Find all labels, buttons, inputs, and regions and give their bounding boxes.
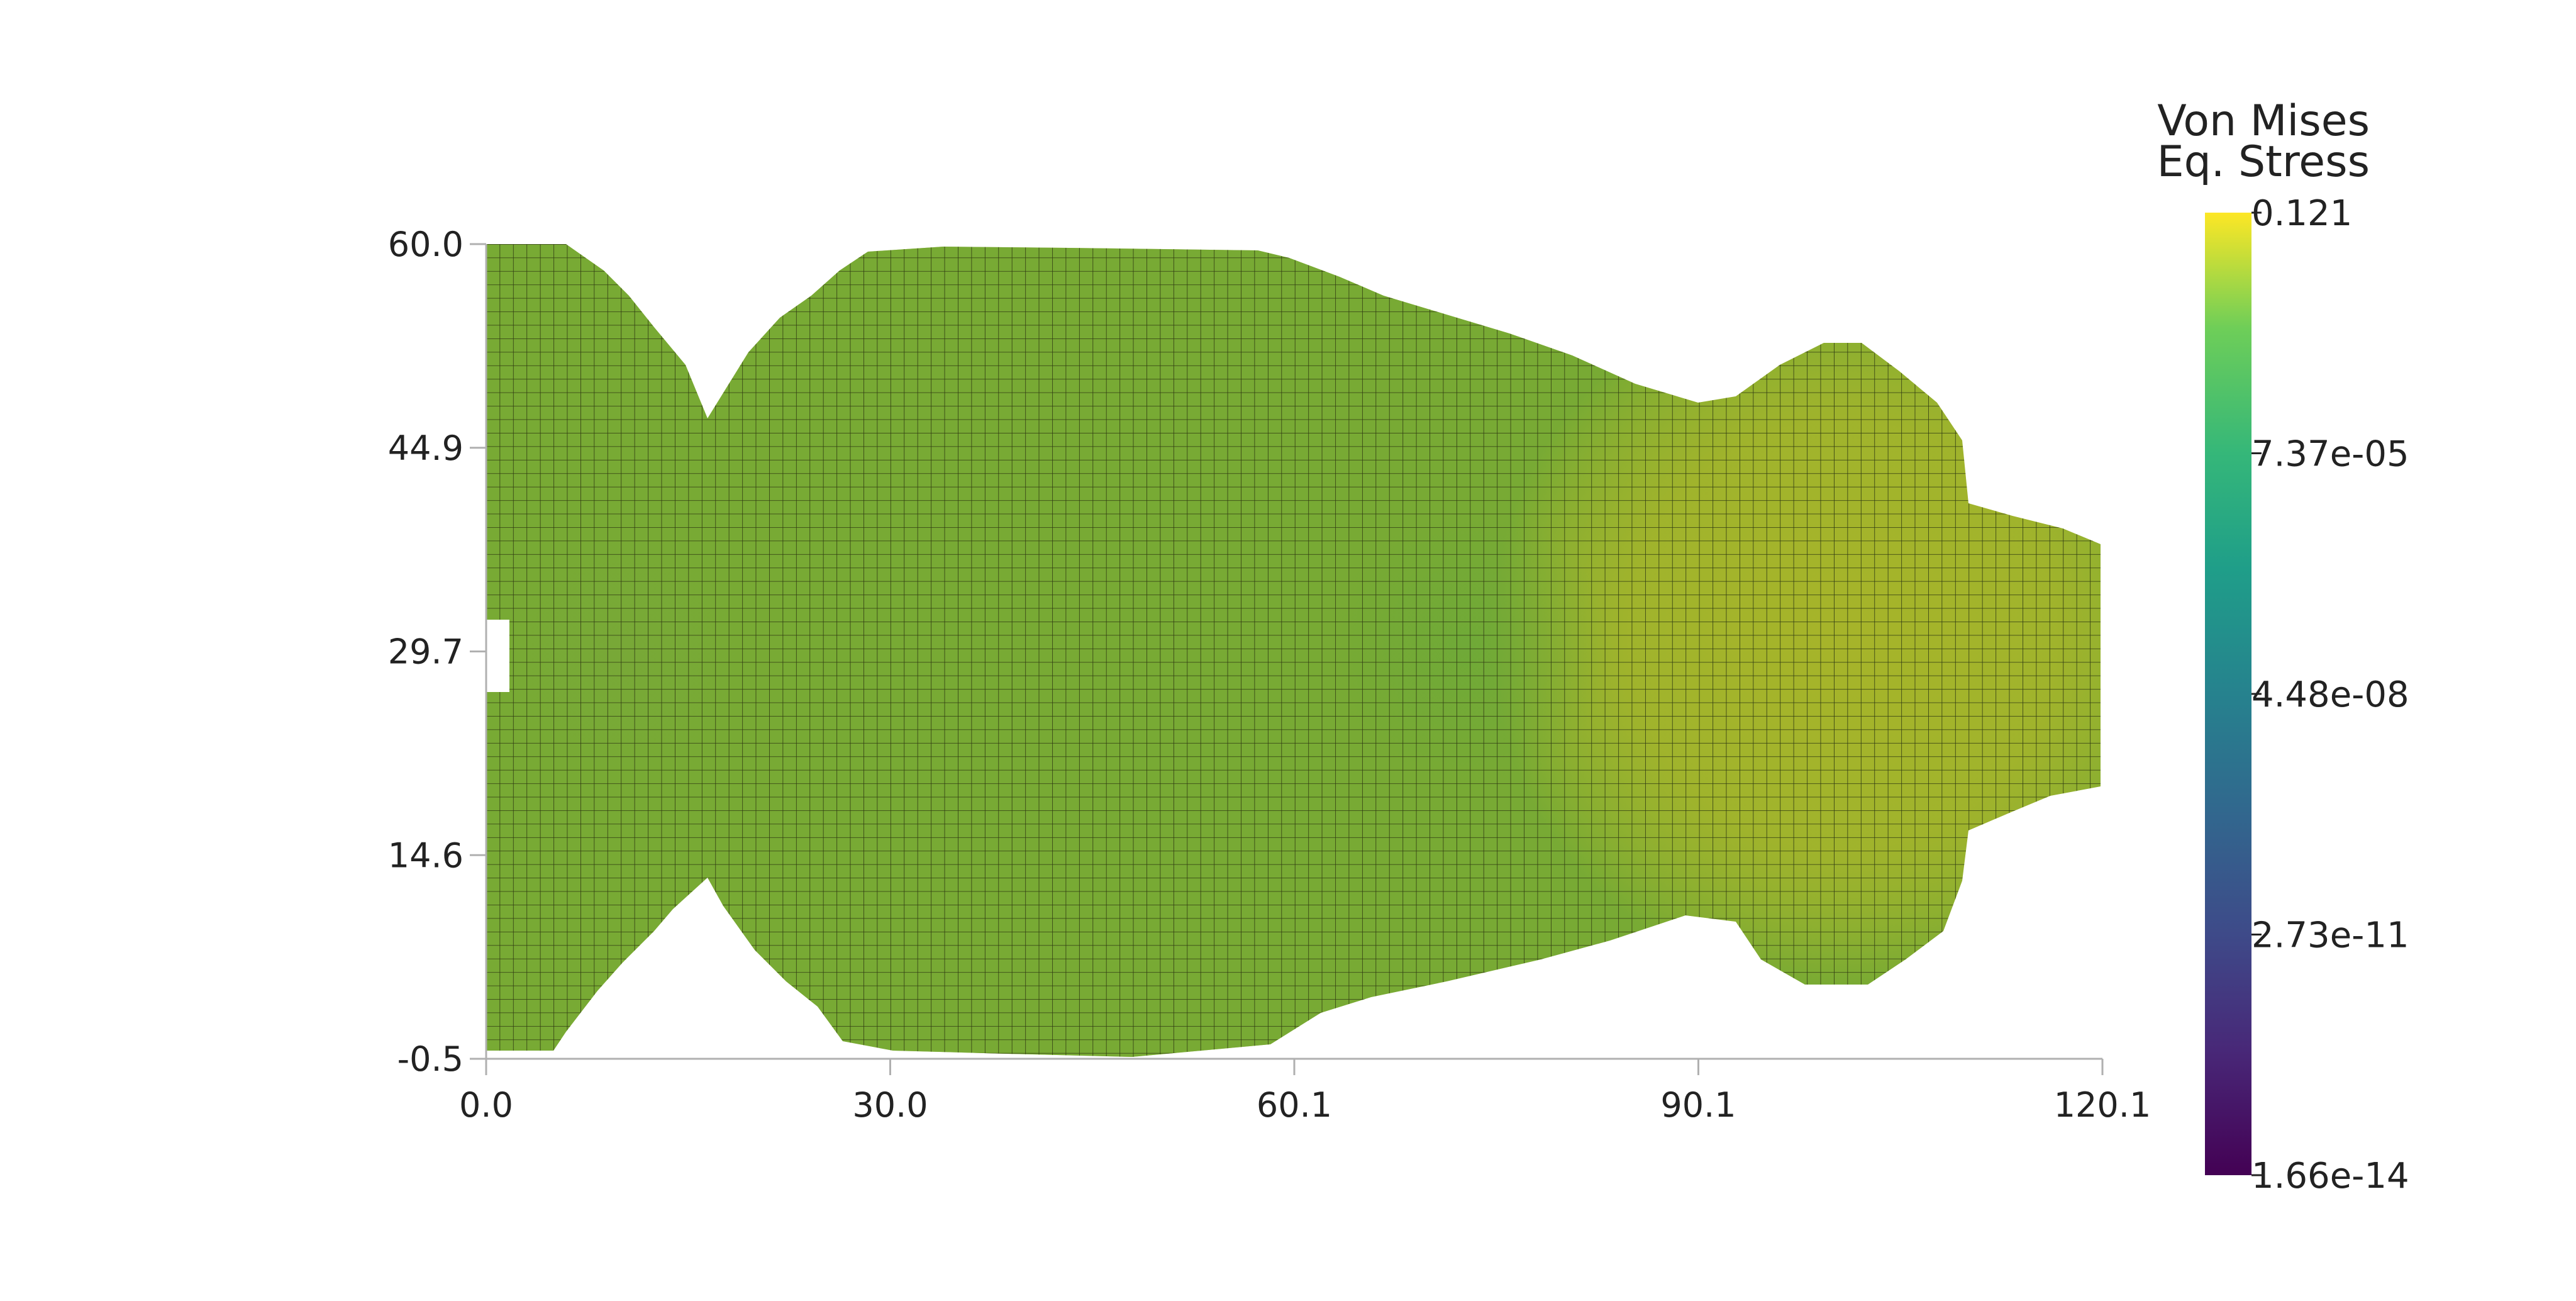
y-tick-label: -0.5 — [397, 1039, 464, 1079]
x-tick-label: 90.1 — [1660, 1085, 1736, 1125]
y-tick-label: 60.0 — [388, 225, 464, 264]
x-tick-label: 0.0 — [459, 1085, 513, 1125]
colorbar-tick-label: 7.37e-05 — [2251, 434, 2409, 475]
x-tick-label: 30.0 — [852, 1085, 928, 1125]
colorbar: Von Mises Eq. Stress 0.121 7.37e-05 4.48e-… — [2157, 96, 2409, 1197]
y-tick-label: 44.9 — [388, 428, 464, 468]
y-tick-label: 14.6 — [388, 835, 464, 875]
x-tick-label: 60.1 — [1257, 1085, 1332, 1125]
x-tick-label: 120.1 — [2054, 1085, 2151, 1125]
axes: 0.0 30.0 60.1 90.1 120.1 60.0 44.9 29.7 14.6 -0.5 — [388, 225, 2151, 1125]
mesh-solid-region — [486, 244, 2101, 1057]
colorbar-tick-label: 4.48e-08 — [2251, 674, 2409, 715]
colorbar-title-line-2: Eq. Stress — [2157, 137, 2370, 187]
colorbar-tick-label: 0.121 — [2251, 193, 2352, 234]
colorbar-ticks: 0.121 7.37e-05 4.48e-08 2.73e-11 1.66e-14 — [2251, 193, 2409, 1197]
colorbar-tick-label: 2.73e-11 — [2251, 915, 2409, 956]
colorbar-gradient — [2205, 213, 2251, 1175]
y-tick-label: 29.7 — [388, 632, 464, 672]
colorbar-title-line-1: Von Mises — [2157, 96, 2370, 146]
colorbar-tick-label: 1.66e-14 — [2251, 1156, 2409, 1197]
